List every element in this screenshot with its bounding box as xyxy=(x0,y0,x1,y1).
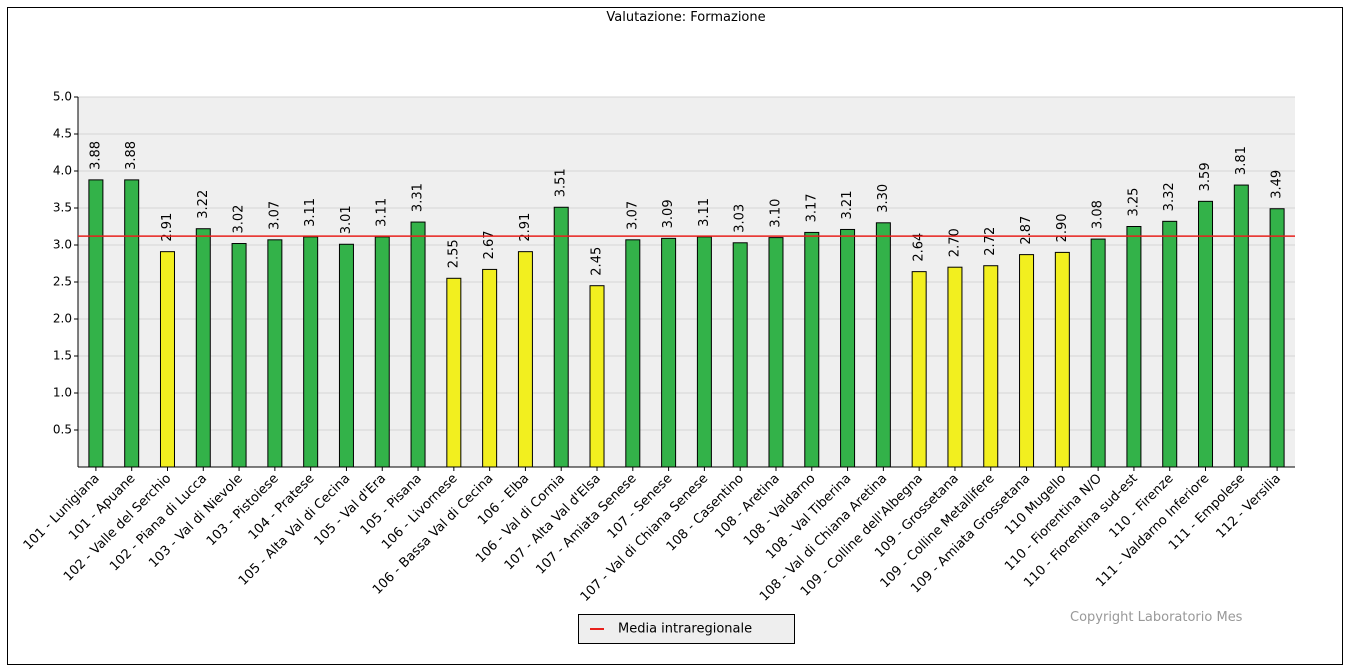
chart-title: Valutazione: Formazione xyxy=(606,10,765,25)
value-label: 3.11 xyxy=(375,198,390,227)
bar xyxy=(374,236,390,468)
value-label: 3.51 xyxy=(554,168,569,197)
y-tick-label: 3.5 xyxy=(53,201,72,215)
value-label: 3.30 xyxy=(876,184,891,213)
bar xyxy=(840,228,856,468)
bar xyxy=(1198,200,1214,468)
bar xyxy=(517,251,533,468)
bar xyxy=(1233,184,1249,468)
bar xyxy=(983,265,999,468)
value-label: 3.17 xyxy=(804,193,819,222)
value-label: 3.03 xyxy=(733,204,748,233)
value-label: 3.88 xyxy=(124,141,139,170)
bar xyxy=(1162,220,1178,468)
value-label: 3.09 xyxy=(661,199,676,228)
bar xyxy=(589,285,605,468)
value-label: 2.45 xyxy=(590,247,605,276)
y-tick-label: 1.5 xyxy=(53,349,72,363)
value-label: 3.01 xyxy=(339,205,354,234)
value-label: 2.72 xyxy=(983,227,998,256)
value-label: 2.67 xyxy=(482,230,497,259)
bar xyxy=(195,228,211,468)
bar xyxy=(804,231,820,468)
bar xyxy=(338,243,354,468)
bar xyxy=(911,271,927,468)
value-label: 3.11 xyxy=(303,198,318,227)
y-tick-label: 3.0 xyxy=(53,238,72,252)
y-tick-label: 0.5 xyxy=(53,423,72,437)
bar xyxy=(768,237,784,468)
bar xyxy=(1054,251,1070,468)
bar xyxy=(625,239,641,468)
copyright: Copyright Laboratorio Mes xyxy=(1070,610,1243,625)
bar xyxy=(1090,238,1106,468)
bar xyxy=(947,266,963,468)
bar xyxy=(446,277,462,468)
bar xyxy=(875,222,891,468)
value-label: 3.32 xyxy=(1162,182,1177,211)
value-label: 3.11 xyxy=(697,198,712,227)
y-tick-label: 2.5 xyxy=(53,275,72,289)
bar xyxy=(1269,208,1285,468)
value-label: 3.07 xyxy=(267,201,282,230)
y-tick-label: 2.0 xyxy=(53,312,72,326)
value-label: 2.87 xyxy=(1019,216,1034,245)
value-label: 3.25 xyxy=(1126,188,1141,217)
value-label: 3.31 xyxy=(411,183,426,212)
bar xyxy=(1126,226,1142,468)
bar xyxy=(159,251,175,468)
value-label: 2.64 xyxy=(912,233,927,262)
bar xyxy=(231,243,247,468)
value-label: 3.49 xyxy=(1270,170,1285,199)
bar xyxy=(88,179,104,468)
bar xyxy=(267,239,283,468)
value-label: 3.10 xyxy=(768,199,783,228)
value-label: 3.02 xyxy=(232,205,247,234)
value-label: 3.07 xyxy=(625,201,640,230)
bar xyxy=(1019,254,1035,468)
y-tick-label: 4.5 xyxy=(53,127,72,141)
y-tick-label: 1.0 xyxy=(53,386,72,400)
bar xyxy=(482,268,498,468)
value-label: 2.55 xyxy=(446,239,461,268)
value-label: 2.90 xyxy=(1055,213,1070,242)
value-label: 3.88 xyxy=(88,141,103,170)
value-label: 2.91 xyxy=(518,213,533,242)
bar xyxy=(661,237,677,468)
bar xyxy=(410,221,426,468)
bar xyxy=(696,236,712,468)
y-tick-label: 5.0 xyxy=(53,90,72,104)
bar xyxy=(303,236,319,468)
value-label: 3.22 xyxy=(196,190,211,219)
value-label: 2.70 xyxy=(947,228,962,257)
bar xyxy=(124,179,140,468)
value-label: 3.21 xyxy=(840,191,855,220)
value-label: 3.59 xyxy=(1198,162,1213,191)
value-label: 3.08 xyxy=(1091,200,1106,229)
bar xyxy=(553,206,569,468)
bar xyxy=(732,242,748,468)
legend-label: Media intraregionale xyxy=(618,622,752,637)
value-label: 2.91 xyxy=(160,213,175,242)
y-tick-label: 4.0 xyxy=(53,164,72,178)
value-label: 3.81 xyxy=(1234,146,1249,175)
legend-box xyxy=(578,614,795,644)
